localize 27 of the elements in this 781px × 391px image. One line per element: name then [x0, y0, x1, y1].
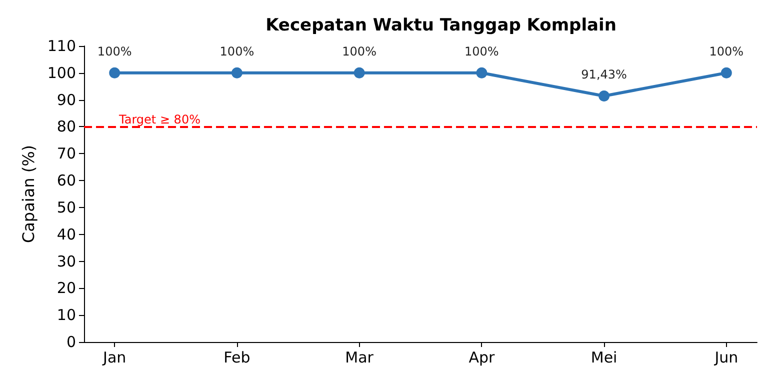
- x-tick-label: Jun: [714, 348, 738, 366]
- y-tick-label: 100: [47, 64, 76, 82]
- y-tick-label: 40: [56, 225, 76, 244]
- y-tick-label: 70: [56, 144, 76, 163]
- data-label: 100%: [709, 44, 744, 58]
- y-tick-label: 10: [56, 306, 76, 324]
- y-tick-label: 50: [56, 198, 76, 216]
- y-tick-label: 110: [47, 37, 76, 55]
- data-label: 100%: [220, 44, 254, 58]
- data-label: 100%: [342, 44, 376, 58]
- y-tick-label: 30: [56, 252, 76, 270]
- data-label: 91,43%: [581, 67, 627, 82]
- chart-title: Kecepatan Waktu Tanggap Komplain: [266, 16, 616, 36]
- x-tick-label: Feb: [224, 348, 250, 366]
- y-axis-title: Capaian (%): [18, 144, 38, 244]
- y-tick-label: 60: [56, 172, 76, 190]
- y-tick-label: 80: [56, 118, 76, 136]
- data-label: 100%: [97, 44, 132, 58]
- x-tick-label: Mar: [345, 348, 374, 366]
- y-tick-label: 0: [66, 333, 76, 351]
- ref-line-label: Target ≥ 80%: [118, 112, 200, 127]
- y-tick-label: 90: [56, 90, 76, 109]
- x-tick-label: Jan: [102, 348, 126, 366]
- y-tick-label: 20: [56, 279, 76, 298]
- x-tick-label: Mei: [590, 348, 618, 366]
- data-label: 100%: [464, 44, 499, 58]
- x-tick-label: Apr: [468, 348, 496, 366]
